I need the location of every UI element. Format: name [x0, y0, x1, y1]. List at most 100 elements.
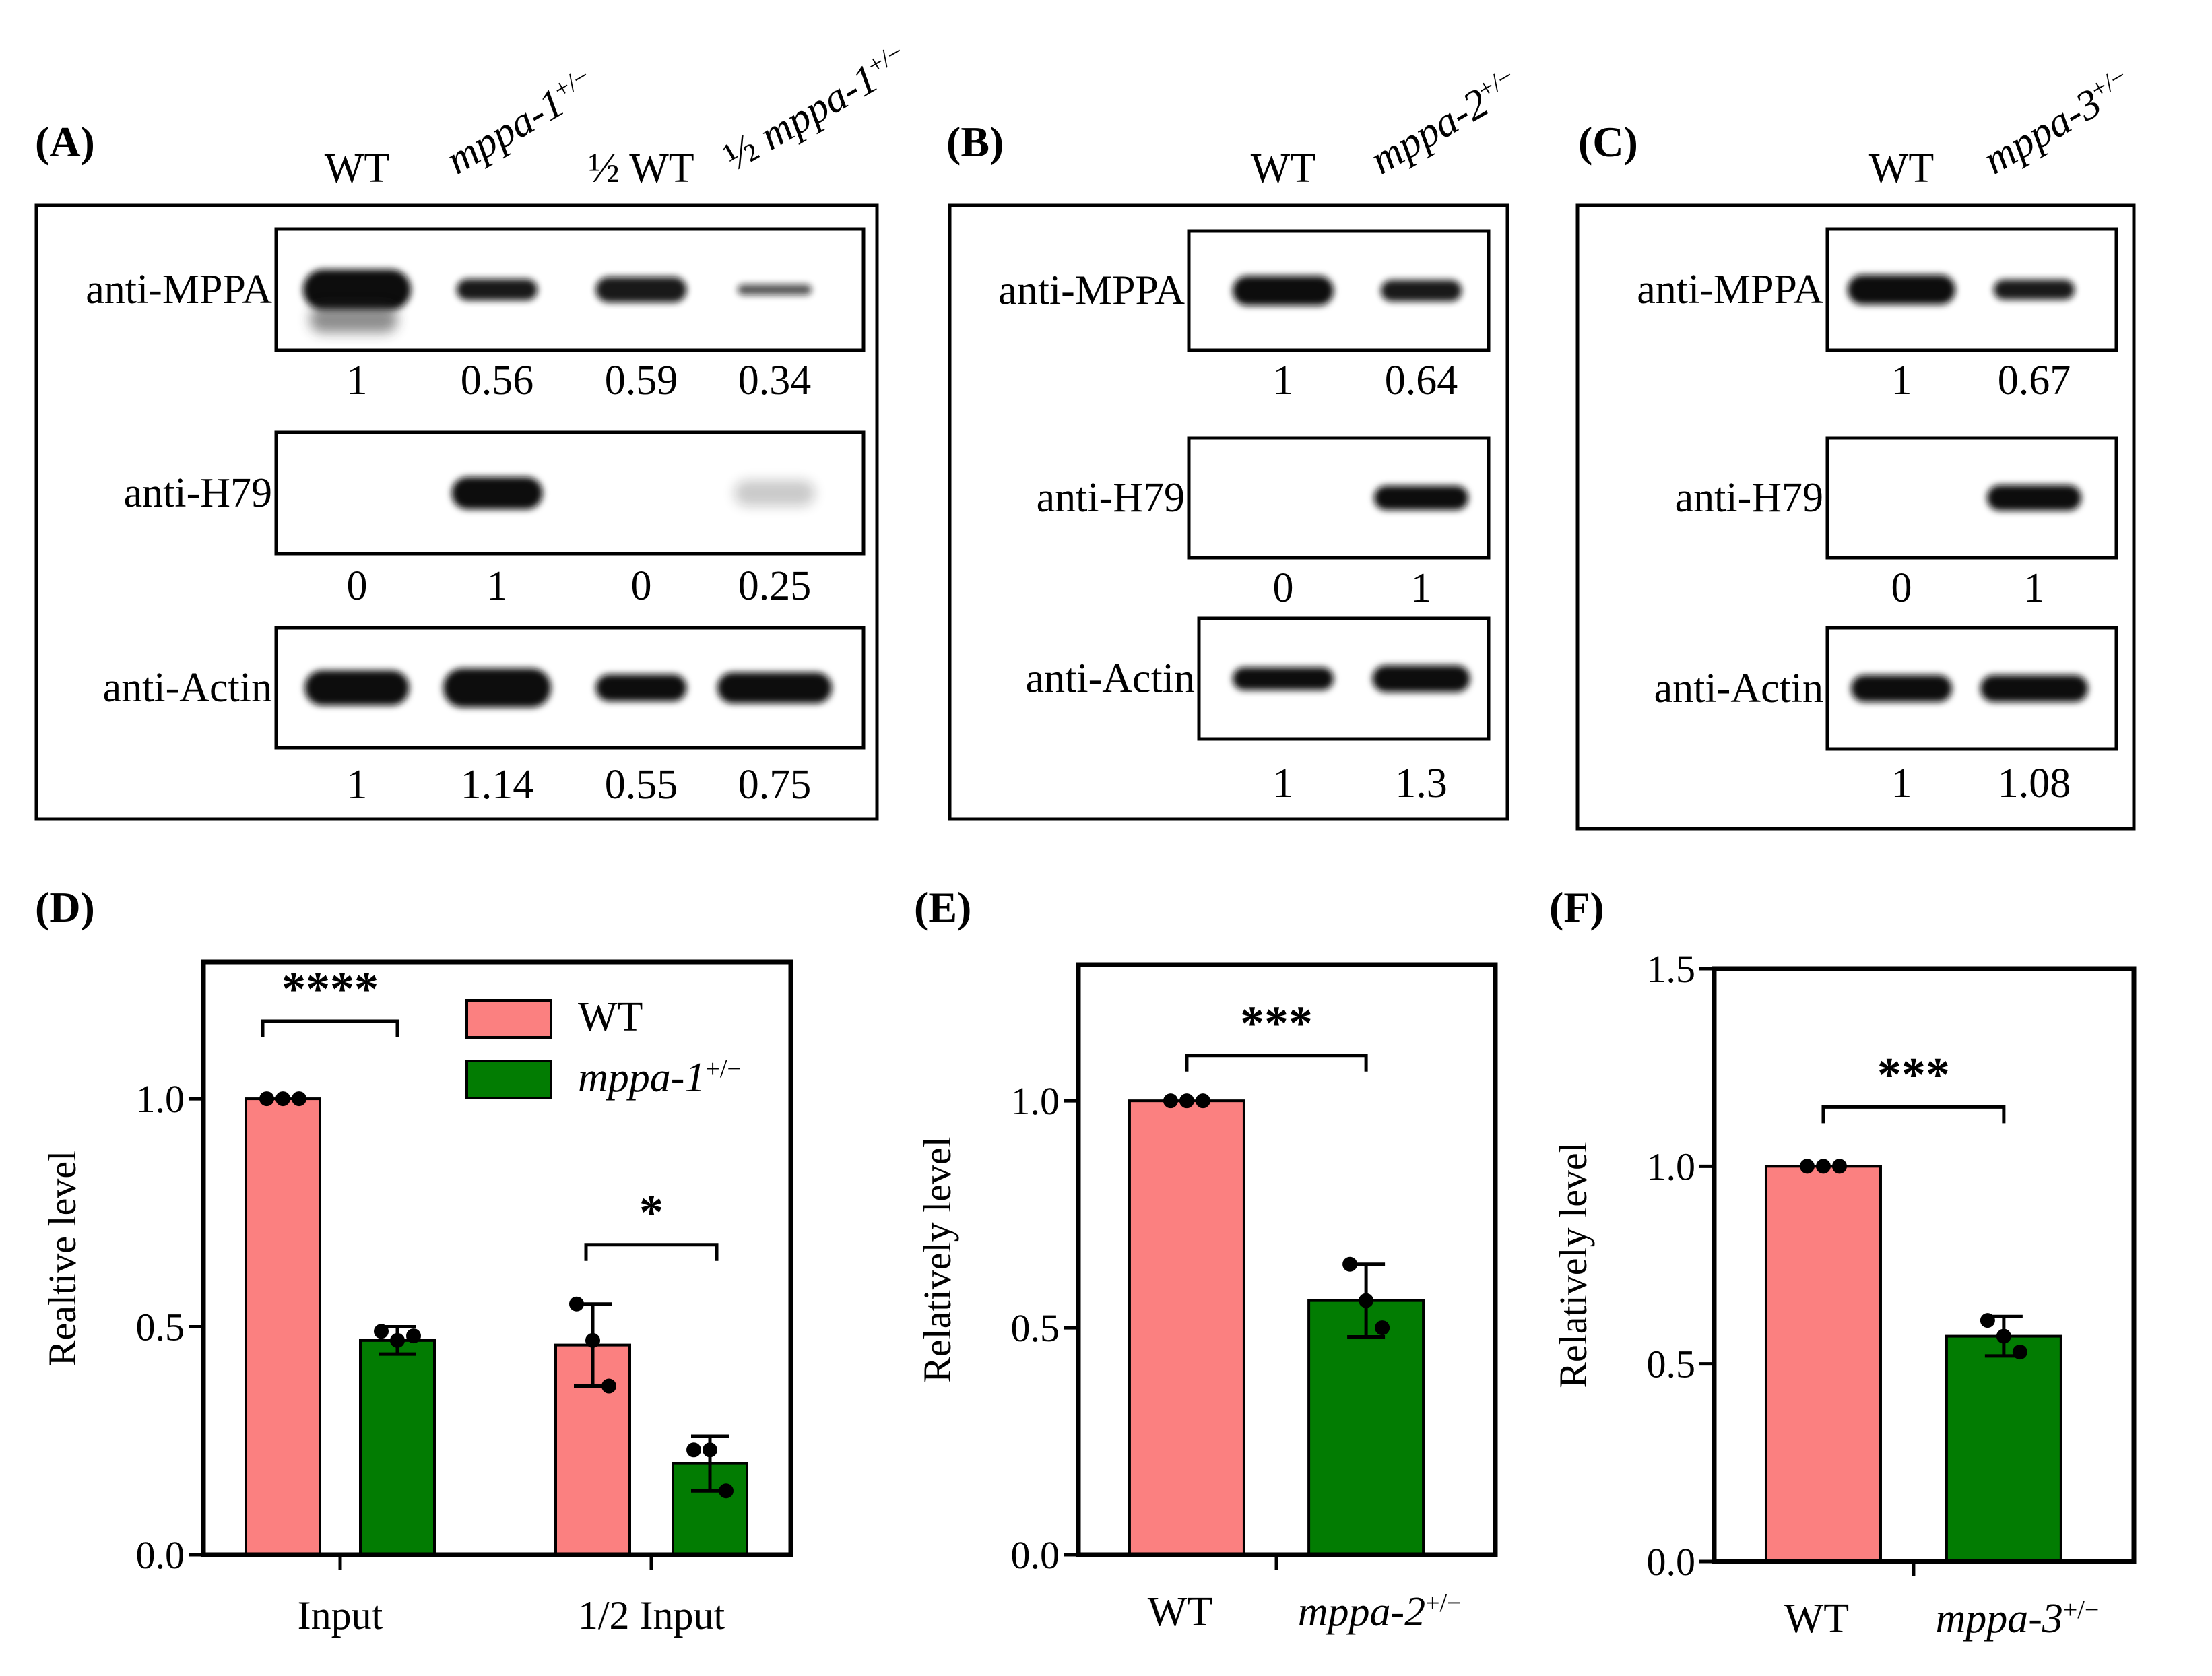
band	[738, 284, 812, 295]
panel-letter: (A)	[35, 118, 95, 166]
quant-value: 1	[1273, 358, 1294, 404]
band	[1372, 665, 1470, 692]
lane-label: ½ WT	[588, 146, 694, 191]
antibody-label: anti-H79	[1675, 475, 1823, 521]
data-point	[719, 1483, 734, 1499]
panel-letter: (C)	[1578, 118, 1638, 166]
y-tick-label: 1.0	[136, 1077, 185, 1121]
band	[1987, 485, 2081, 511]
y-tick-label: 0.5	[1647, 1343, 1696, 1386]
x-tick-label: mppa-3+/−	[1935, 1596, 2099, 1642]
band	[1381, 280, 1462, 302]
data-point	[1815, 1159, 1831, 1174]
x-tick-label: WT	[1148, 1589, 1212, 1635]
legend: WT mppa-1+/−	[465, 994, 742, 1101]
data-point	[1179, 1093, 1194, 1109]
quant-value: 1	[1891, 761, 1912, 806]
band	[451, 477, 543, 509]
significance-bracket: ***	[1821, 1048, 2006, 1124]
y-axis-label: Relatively level	[1551, 1142, 1595, 1388]
legend-label: mppa-1+/−	[578, 1055, 742, 1101]
band	[734, 480, 815, 506]
data-point	[1799, 1159, 1815, 1174]
quant-value: 0.59	[605, 358, 678, 404]
legend-swatch	[465, 1060, 552, 1099]
quant-value: 0	[1273, 565, 1294, 611]
quant-value: 1.08	[1998, 761, 2071, 806]
quant-value: 0.56	[461, 358, 534, 404]
bar	[359, 1339, 436, 1557]
panel-letter: (D)	[35, 883, 95, 931]
antibody-label: anti-MPPA	[998, 268, 1185, 314]
data-point	[1195, 1093, 1210, 1109]
band	[1994, 280, 2075, 300]
quant-value: 1.14	[461, 762, 534, 808]
panel-letter: (E)	[914, 883, 971, 931]
quant-value: 1	[347, 358, 368, 404]
legend-label: WT	[578, 994, 643, 1040]
blot-strip: anti-MPPA 1 0.67	[1637, 227, 2118, 404]
quant-value: 0	[347, 563, 368, 609]
y-axis-label: Realtive level	[40, 1151, 84, 1366]
panel-letter: (F)	[1549, 883, 1604, 931]
blot-strip: anti-MPPA 1 0.56 0.59 0.34	[86, 227, 866, 404]
data-point	[569, 1296, 584, 1312]
band	[304, 670, 410, 705]
band-smear	[310, 306, 397, 333]
quant-value: 1.3	[1395, 761, 1447, 806]
lane-label: mppa-2+/−	[1363, 62, 1527, 183]
band	[1374, 486, 1468, 510]
data-point	[1375, 1320, 1390, 1336]
band	[717, 672, 832, 703]
quant-value: 0.55	[605, 762, 678, 808]
quant-value: 0.64	[1385, 358, 1458, 404]
bar-chart-d: (D) 0.0 0.5 1.0 Realtive level Input 1/2 Input…	[35, 883, 793, 1638]
lane-label: WT	[1869, 146, 1934, 191]
data-point	[374, 1324, 389, 1339]
data-point	[585, 1332, 600, 1348]
x-tick-label: 1/2 Input	[578, 1593, 725, 1638]
quant-value: 0.75	[738, 762, 812, 808]
data-point	[1163, 1093, 1178, 1109]
quant-value: 0	[1891, 565, 1912, 611]
x-tick-label: mppa-2+/−	[1298, 1589, 1462, 1635]
data-point	[686, 1442, 701, 1458]
quant-value: 1	[1891, 358, 1912, 404]
significance-label: *	[639, 1186, 663, 1239]
y-tick-label: 0.5	[136, 1306, 185, 1349]
quant-value: 0	[631, 563, 652, 609]
band	[303, 269, 411, 310]
y-tick-label: 1.0	[1011, 1079, 1060, 1123]
y-tick-label: 0.0	[1011, 1533, 1060, 1577]
significance-label: ***	[1877, 1048, 1950, 1101]
data-point	[259, 1091, 274, 1107]
plot-frame	[201, 959, 793, 1557]
y-tick-label: 0.0	[1647, 1540, 1696, 1584]
x-tick-label: Input	[298, 1593, 383, 1638]
lane-label: mppa-1+/−	[438, 62, 603, 183]
data-point	[292, 1091, 306, 1107]
data-point	[406, 1328, 421, 1344]
lane-label: WT	[325, 146, 389, 191]
bar	[1307, 1299, 1425, 1556]
blot-strip: anti-H79 0 1	[1675, 436, 2118, 611]
band	[595, 277, 687, 302]
antibody-label: anti-MPPA	[1637, 267, 1823, 313]
antibody-label: anti-Actin	[103, 665, 272, 711]
y-tick-label: 1.5	[1647, 947, 1696, 991]
band	[1980, 675, 2088, 702]
blot-strip: anti-MPPA 1 0.64	[998, 229, 1491, 404]
band	[595, 674, 687, 701]
quant-value: 1	[1411, 565, 1432, 611]
significance-bracket: *	[584, 1186, 719, 1261]
antibody-label: anti-MPPA	[86, 267, 272, 313]
band	[1851, 675, 1952, 702]
data-point	[1980, 1313, 1995, 1328]
blot-strip: anti-Actin 1 1.3	[1026, 616, 1491, 806]
significance-bracket: ****	[261, 962, 399, 1037]
y-tick-label: 1.0	[1647, 1145, 1696, 1188]
data-point	[1996, 1328, 2011, 1344]
significance-label: ****	[282, 962, 379, 1016]
data-point	[2012, 1345, 2027, 1360]
